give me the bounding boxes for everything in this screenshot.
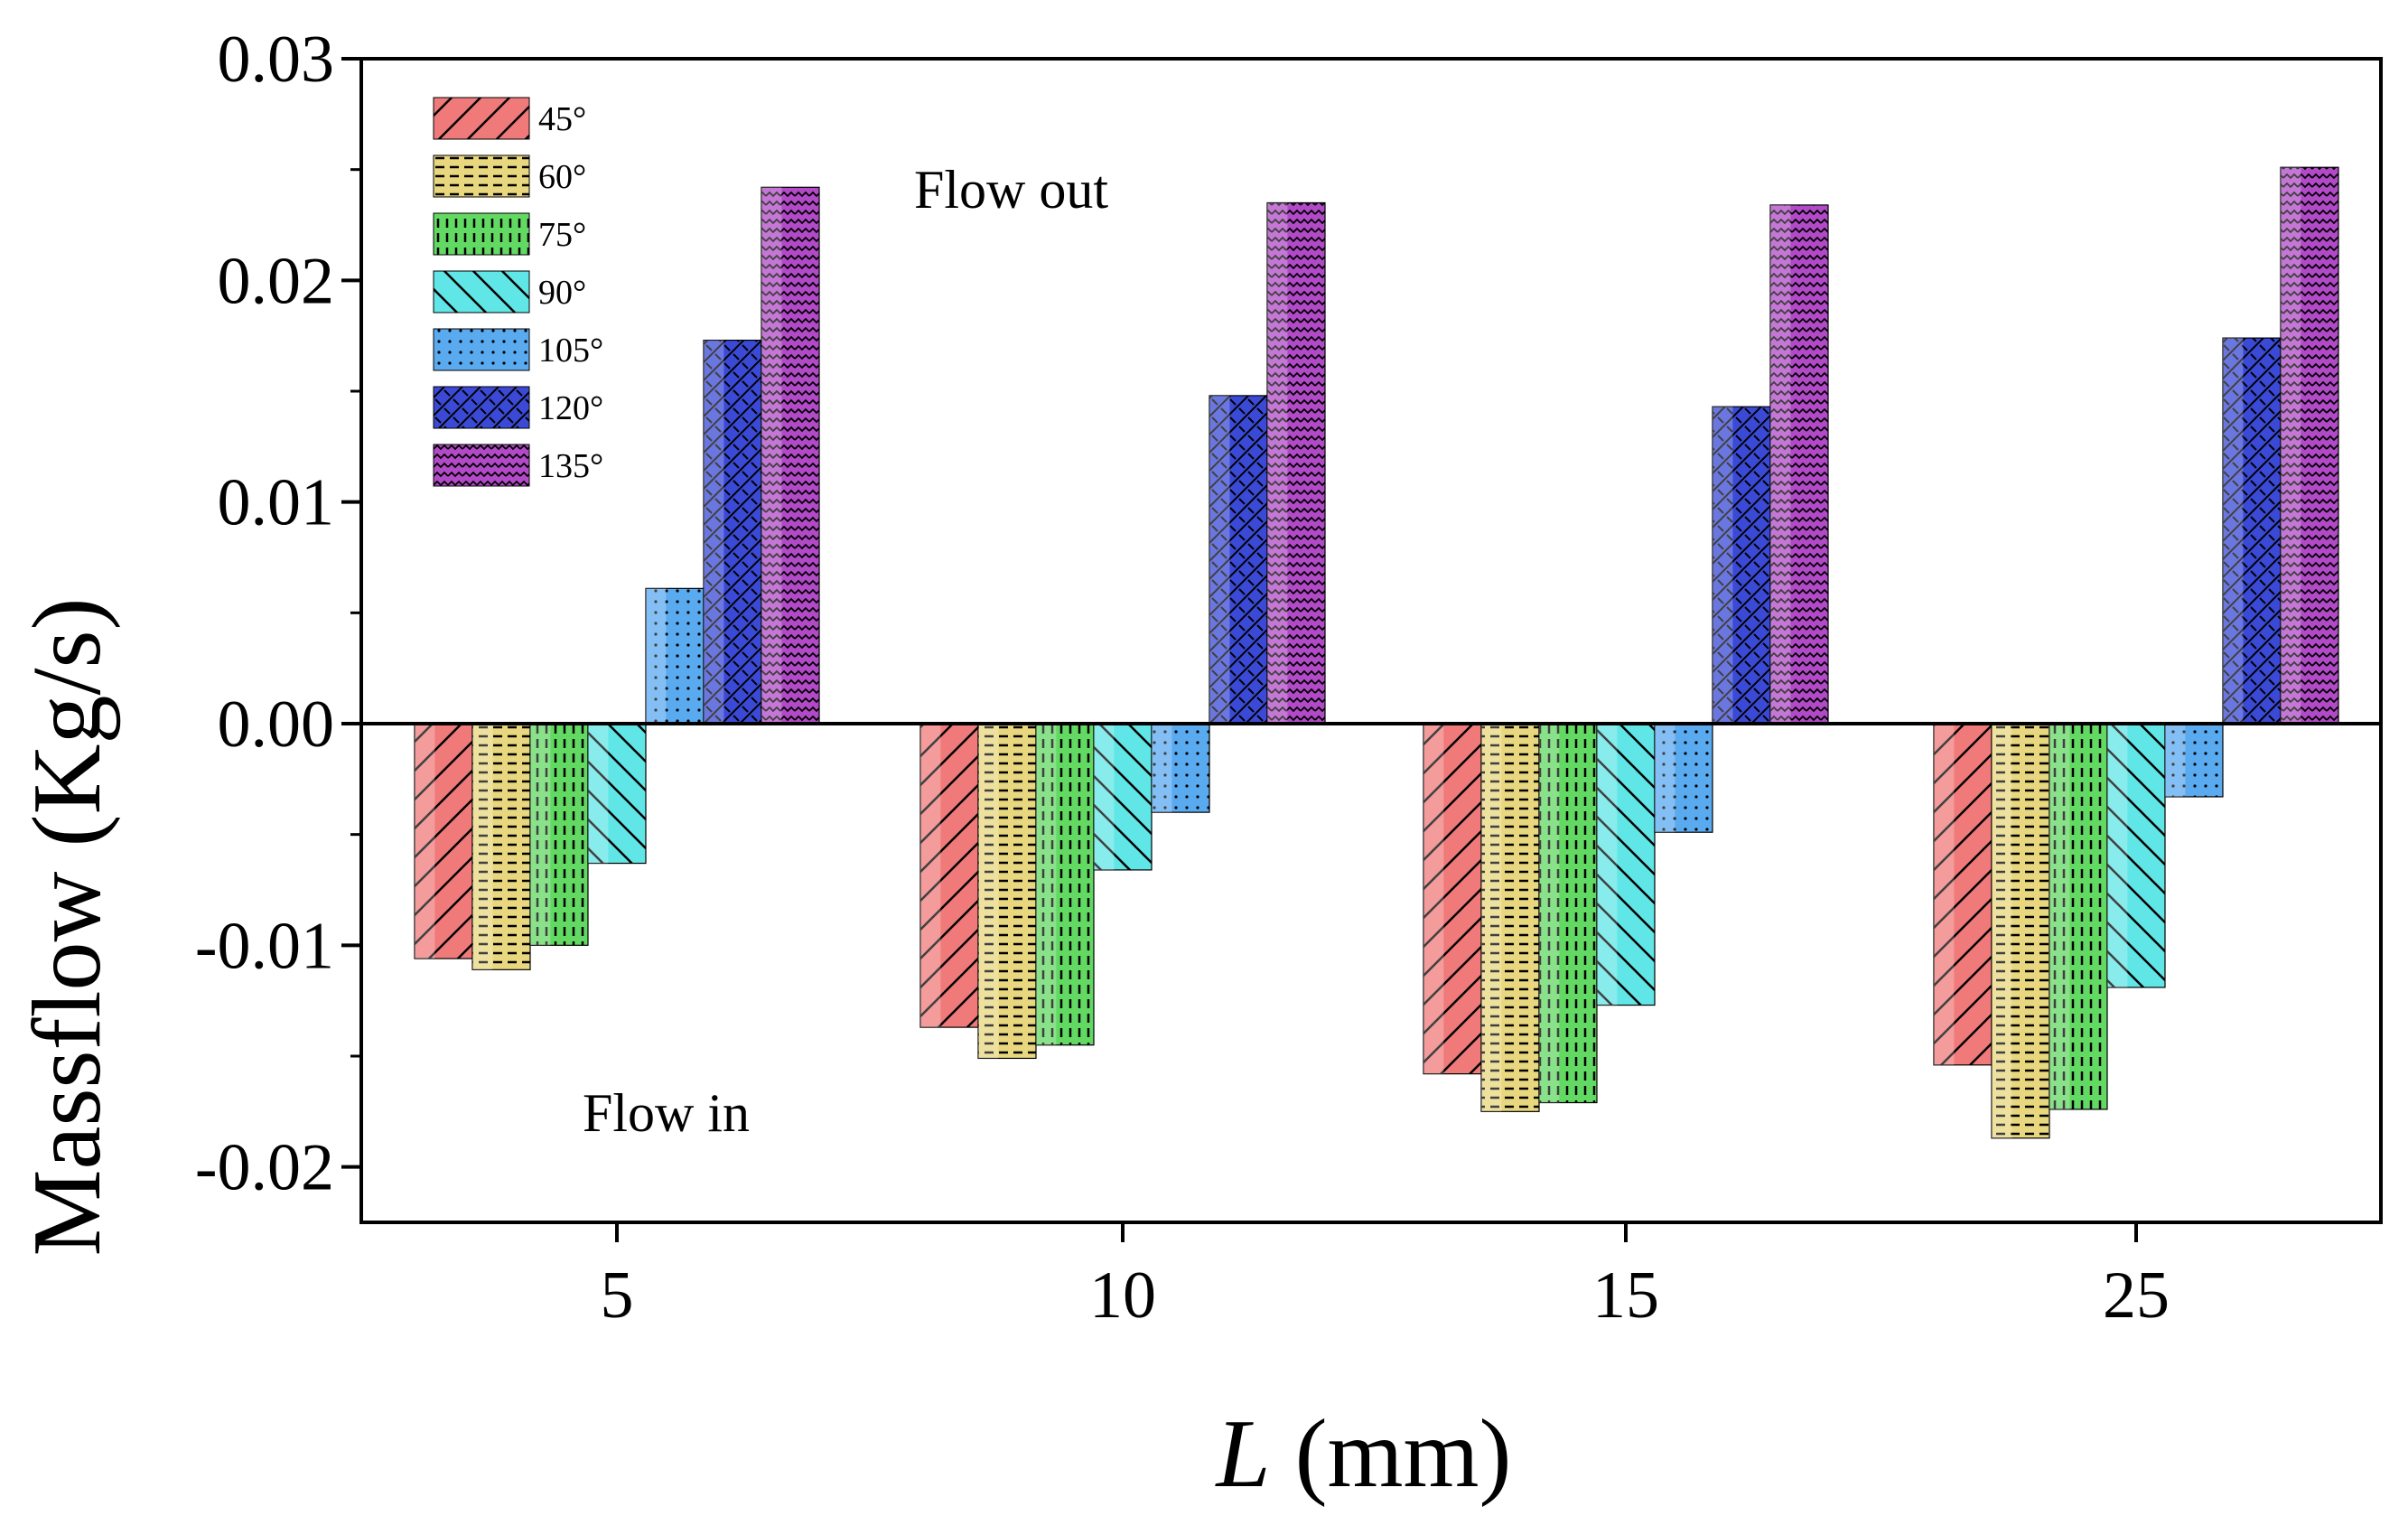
bar-sheen: [1481, 724, 1502, 1112]
legend-label-105: 105°: [538, 332, 603, 370]
legend-swatch-135: [433, 444, 530, 487]
bar-sheen: [1655, 724, 1675, 833]
bar-135deg-L5: [761, 186, 820, 725]
legend-swatch-105: [433, 328, 530, 371]
bar-sheen: [415, 724, 435, 959]
bar-60deg-L5: [471, 723, 531, 970]
bar-45deg-L10: [919, 723, 979, 1028]
legend-swatch-60: [433, 154, 530, 198]
legend-label-135: 135°: [538, 447, 603, 485]
bar-sheen: [2107, 724, 2128, 987]
bar-90deg-L15: [1596, 723, 1656, 1006]
bar-sheen: [530, 724, 551, 946]
annotation-flow-out: Flow out: [914, 160, 1108, 220]
bar-sheen: [1934, 724, 1955, 1065]
bar-sheen: [2049, 724, 2070, 1109]
bar-sheen: [1597, 724, 1618, 1006]
x-axis-title-unit: (mm): [1271, 1400, 1512, 1508]
y-axis-title: Massflow (Kg/s): [14, 598, 121, 1257]
bar-105deg-L15: [1654, 723, 1713, 833]
bar-120deg-L10: [1209, 395, 1268, 725]
bar-sheen: [704, 340, 724, 724]
legend-swatch-90: [433, 270, 530, 313]
bar-135deg-L15: [1769, 204, 1829, 725]
x-tick-label: 25: [2103, 1258, 2170, 1333]
bar-90deg-L5: [587, 723, 647, 865]
legend-swatch-45: [433, 97, 530, 140]
x-axis-title-italic: L: [1214, 1400, 1270, 1508]
legend-label-90: 90°: [538, 274, 586, 312]
bar-sheen: [1036, 724, 1057, 1045]
bar-sheen: [2223, 338, 2244, 724]
bar-135deg-L10: [1266, 201, 1326, 725]
bar-60deg-L25: [1991, 723, 2050, 1139]
bar-135deg-L25: [2280, 166, 2339, 725]
bar-sheen: [1713, 407, 1733, 724]
plot-frame: [359, 57, 2383, 1224]
bar-60deg-L15: [1480, 723, 1540, 1112]
legend: 45° 60° 75° 90° 105° 120° 135°: [433, 97, 603, 487]
legend-label-75: 75°: [538, 216, 586, 254]
bar-sheen: [2165, 724, 2186, 797]
bar-105deg-L25: [2164, 723, 2224, 798]
bar-sheen: [1539, 724, 1560, 1103]
bar-105deg-L5: [645, 587, 705, 725]
bar-90deg-L25: [2106, 723, 2166, 988]
bar-120deg-L5: [703, 339, 762, 725]
bar-sheen: [761, 187, 782, 724]
bar-sheen: [1267, 202, 1288, 724]
legend-label-45: 45°: [538, 100, 586, 138]
bars-layer: [414, 166, 2339, 1139]
annotation-flow-in: Flow in: [583, 1083, 750, 1143]
bar-sheen: [1770, 204, 1791, 725]
legend-label-120: 120°: [538, 389, 603, 427]
y-tick-label: 0.00: [218, 688, 335, 762]
bar-sheen: [472, 724, 493, 970]
bar-sheen: [978, 724, 999, 1059]
x-tick-label: 15: [1592, 1258, 1659, 1333]
annotations: Flow out Flow in: [583, 160, 1108, 1143]
bar-105deg-L10: [1151, 723, 1210, 813]
y-tick-label: 0.01: [218, 466, 335, 540]
bar-75deg-L10: [1035, 723, 1095, 1046]
bar-75deg-L25: [2049, 723, 2108, 1110]
bar-sheen: [1992, 724, 2012, 1138]
bar-120deg-L15: [1712, 406, 1771, 725]
y-tick-label: 0.02: [218, 244, 335, 318]
bar-sheen: [588, 724, 609, 864]
bar-sheen: [1423, 724, 1444, 1074]
bar-sheen: [646, 588, 667, 724]
x-tick-label: 5: [601, 1258, 634, 1333]
x-axis-title: L (mm): [1214, 1400, 1511, 1508]
bar-sheen: [1094, 724, 1115, 870]
legend-label-60: 60°: [538, 158, 586, 196]
y-tick-label: -0.02: [195, 1131, 334, 1205]
x-tick-label: 10: [1089, 1258, 1156, 1333]
bar-45deg-L5: [414, 723, 473, 959]
bar-60deg-L10: [977, 723, 1037, 1060]
bar-sheen: [1209, 395, 1230, 724]
y-tick-label: -0.01: [195, 909, 334, 983]
bar-45deg-L25: [1933, 723, 1993, 1066]
legend-swatch-75: [433, 212, 530, 256]
legend-swatch-120: [433, 386, 530, 429]
bar-sheen: [920, 724, 941, 1028]
bar-75deg-L5: [529, 723, 589, 946]
bar-sheen: [2281, 167, 2301, 725]
axes-layer: 0.03 0.02 0.01 0.00 -0.01 -0.02 5 10 15 25: [195, 23, 2170, 1333]
bar-sheen: [1152, 724, 1172, 813]
y-tick-label: 0.03: [218, 23, 335, 97]
